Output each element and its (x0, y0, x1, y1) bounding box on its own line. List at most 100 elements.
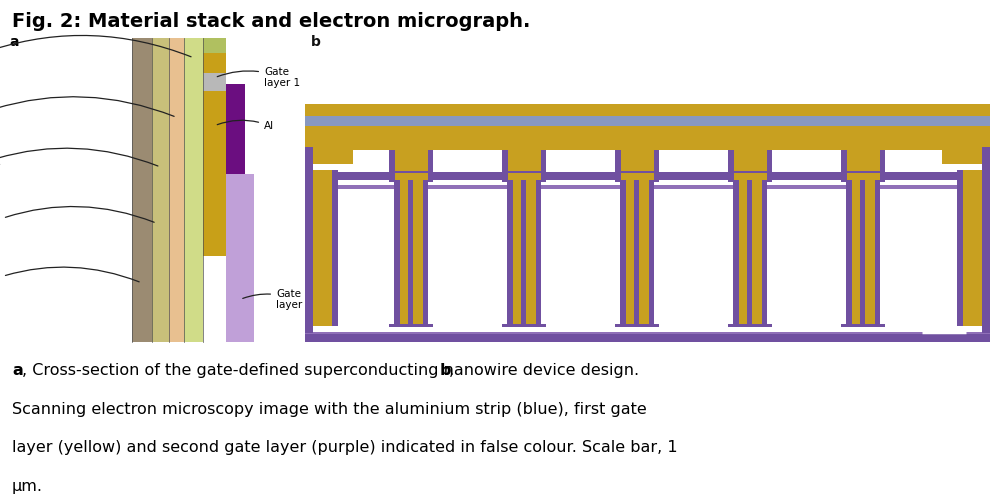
Text: Dielectric 1: Dielectric 1 (0, 97, 174, 123)
Bar (400, 180, 409, 326)
Text: a: a (12, 363, 23, 378)
Bar (508, 172, 541, 181)
Text: Al: Al (217, 120, 274, 130)
Text: , Cross-section of the gate-defined superconducting nanowire device design.: , Cross-section of the gate-defined supe… (22, 363, 644, 378)
Bar (847, 151, 880, 172)
Text: b: b (440, 363, 451, 378)
Bar (305, 151, 353, 164)
Bar (502, 151, 508, 172)
Bar (615, 324, 659, 327)
Bar (639, 180, 649, 326)
Bar (615, 171, 659, 182)
Bar (305, 147, 313, 332)
Bar (389, 324, 433, 327)
Text: ,: , (448, 363, 454, 378)
Bar (728, 324, 772, 327)
Bar (852, 180, 861, 326)
Bar (861, 180, 867, 326)
Bar (305, 170, 332, 326)
Bar (875, 180, 880, 326)
Bar (982, 147, 990, 332)
Bar (395, 172, 428, 181)
Bar (748, 180, 754, 326)
Bar (409, 180, 415, 326)
Bar (762, 180, 767, 326)
Bar (635, 180, 641, 326)
Bar (728, 171, 772, 182)
Bar (841, 151, 847, 172)
Bar (521, 180, 526, 326)
Bar (621, 172, 654, 181)
Bar (846, 180, 852, 326)
Bar (752, 180, 762, 326)
Bar (728, 151, 734, 172)
Bar (957, 170, 963, 326)
Bar (226, 84, 245, 213)
Bar (226, 174, 254, 342)
Text: b: b (310, 35, 320, 48)
Bar (413, 180, 423, 326)
Bar (654, 151, 659, 172)
Bar (620, 180, 626, 326)
Bar (184, 38, 203, 342)
Text: Gate
layer 2: Gate layer 2 (243, 288, 312, 310)
Bar (152, 38, 169, 342)
Bar (880, 151, 885, 172)
Bar (541, 151, 546, 172)
Bar (767, 151, 772, 172)
Bar (394, 180, 400, 326)
Bar (841, 171, 885, 182)
Text: Fig. 2: Material stack and electron micrograph.: Fig. 2: Material stack and electron micr… (12, 12, 530, 31)
Bar (526, 180, 536, 326)
Bar (389, 171, 433, 182)
Text: a: a (9, 35, 18, 48)
Bar (423, 180, 428, 326)
Bar (203, 73, 226, 91)
Bar (626, 180, 635, 326)
Bar (942, 151, 990, 164)
Bar (963, 170, 990, 326)
Bar (615, 151, 621, 172)
Bar (847, 172, 880, 181)
Bar (332, 170, 338, 326)
Bar (508, 151, 541, 172)
Bar (203, 38, 226, 53)
Bar (502, 324, 546, 327)
Bar (305, 331, 990, 334)
Bar (203, 38, 226, 256)
Bar (733, 180, 739, 326)
Text: Dielectric 2: Dielectric 2 (0, 36, 191, 63)
Bar (169, 38, 184, 342)
Bar (634, 180, 639, 326)
Bar (502, 171, 546, 182)
Bar (305, 185, 990, 189)
Bar (428, 151, 433, 172)
Bar (305, 104, 990, 151)
Bar (734, 172, 767, 181)
Bar (408, 180, 413, 326)
Bar (865, 180, 875, 326)
Text: Buffer: Buffer (0, 267, 139, 288)
Text: layer (yellow) and second gate layer (purple) indicated in false colour. Scale b: layer (yellow) and second gate layer (pu… (12, 440, 678, 455)
Text: InAs: InAs (0, 206, 154, 228)
Bar (513, 180, 522, 326)
Bar (621, 151, 654, 172)
Bar (395, 151, 428, 172)
Bar (522, 180, 528, 326)
Bar (305, 172, 990, 180)
Bar (739, 180, 748, 326)
Bar (734, 151, 767, 172)
Bar (860, 180, 865, 326)
Bar (649, 180, 654, 326)
Bar (132, 38, 152, 342)
Bar (389, 151, 395, 172)
Text: μm.: μm. (12, 479, 43, 494)
Bar (536, 180, 541, 326)
Bar (841, 324, 885, 327)
Text: Scanning electron microscopy image with the aluminium strip (blue), first gate: Scanning electron microscopy image with … (12, 402, 647, 416)
Bar (747, 180, 752, 326)
Bar (305, 117, 990, 125)
Bar (305, 334, 990, 342)
Text: Gate
layer 1: Gate layer 1 (217, 67, 300, 88)
Bar (507, 180, 513, 326)
